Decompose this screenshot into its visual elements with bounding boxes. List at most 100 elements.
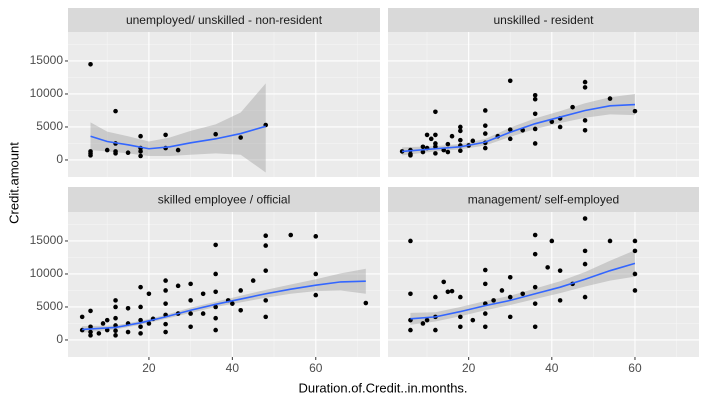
point <box>104 317 110 323</box>
point <box>313 271 319 277</box>
point <box>96 331 102 336</box>
x-tick-label: 20 <box>142 361 156 375</box>
point <box>532 141 538 146</box>
y-tick-label: 5000 <box>36 299 63 313</box>
point <box>632 248 638 254</box>
panel-background <box>388 32 699 177</box>
point <box>213 315 218 321</box>
point <box>125 150 131 156</box>
point <box>458 314 463 320</box>
point <box>163 321 168 327</box>
point <box>532 111 538 117</box>
point <box>507 136 513 142</box>
x-tick-label: 40 <box>226 361 240 375</box>
x-tick-label: 60 <box>628 361 642 375</box>
point <box>549 238 555 244</box>
point <box>482 145 488 151</box>
point <box>424 132 430 138</box>
point <box>632 108 638 114</box>
point <box>424 317 430 323</box>
point <box>470 138 476 144</box>
point <box>213 327 218 333</box>
point <box>238 135 243 140</box>
point <box>113 304 118 310</box>
point <box>482 311 488 316</box>
point <box>213 242 218 248</box>
point <box>582 79 588 85</box>
point <box>491 298 496 303</box>
point <box>138 149 143 154</box>
strip-background <box>68 8 380 32</box>
point <box>420 149 426 155</box>
point <box>238 307 243 313</box>
point <box>607 96 613 101</box>
point <box>632 238 638 244</box>
point <box>408 151 413 157</box>
x-tick-label: 20 <box>462 361 476 375</box>
strip-title: unskilled - resident <box>493 13 594 27</box>
point <box>175 147 181 153</box>
point <box>163 132 168 138</box>
point <box>532 301 538 306</box>
point <box>532 126 538 132</box>
point <box>408 291 413 297</box>
y-tick-label: 15000 <box>30 233 64 247</box>
point <box>507 294 513 300</box>
y-tick-label: 0 <box>56 332 63 346</box>
point <box>445 149 451 155</box>
point <box>163 288 168 293</box>
point <box>146 291 152 297</box>
point <box>458 128 463 134</box>
point <box>420 321 426 326</box>
point <box>138 284 143 290</box>
x-tick-label: 60 <box>309 361 323 375</box>
point <box>88 308 93 314</box>
point <box>632 271 638 277</box>
point <box>441 279 447 285</box>
point <box>213 131 218 137</box>
point <box>549 119 555 124</box>
smooth-line <box>90 125 266 150</box>
point <box>433 327 438 333</box>
point <box>125 329 131 335</box>
point <box>449 288 455 294</box>
panel-background <box>388 212 699 357</box>
strip-background <box>68 187 380 212</box>
y-tick-label: 10000 <box>30 86 64 100</box>
point <box>507 127 513 132</box>
point <box>200 311 206 316</box>
point <box>113 108 118 114</box>
point <box>313 234 319 239</box>
point <box>188 324 193 330</box>
point <box>113 333 118 338</box>
point <box>507 274 513 280</box>
point <box>433 141 438 146</box>
point <box>582 127 588 133</box>
point <box>88 61 93 67</box>
point <box>482 281 488 287</box>
confidence-ribbon <box>90 83 266 173</box>
point <box>88 329 93 335</box>
point <box>582 85 588 90</box>
point <box>557 124 563 130</box>
point <box>138 324 143 330</box>
point <box>458 324 463 330</box>
point <box>582 216 588 221</box>
panel-background <box>68 212 380 357</box>
point <box>138 153 143 159</box>
point <box>163 278 168 283</box>
point <box>113 328 118 334</box>
x-axis-title: Duration.of.Credit..in.months. <box>298 380 467 395</box>
point <box>532 92 538 98</box>
point <box>520 291 526 297</box>
point <box>200 291 206 297</box>
point <box>125 305 131 311</box>
point <box>449 133 455 139</box>
point <box>532 251 538 257</box>
point <box>458 294 463 300</box>
point <box>104 327 110 333</box>
point <box>113 315 118 321</box>
y-axis-title: Credit.amount <box>6 142 21 224</box>
point <box>433 294 438 300</box>
point <box>433 132 438 138</box>
